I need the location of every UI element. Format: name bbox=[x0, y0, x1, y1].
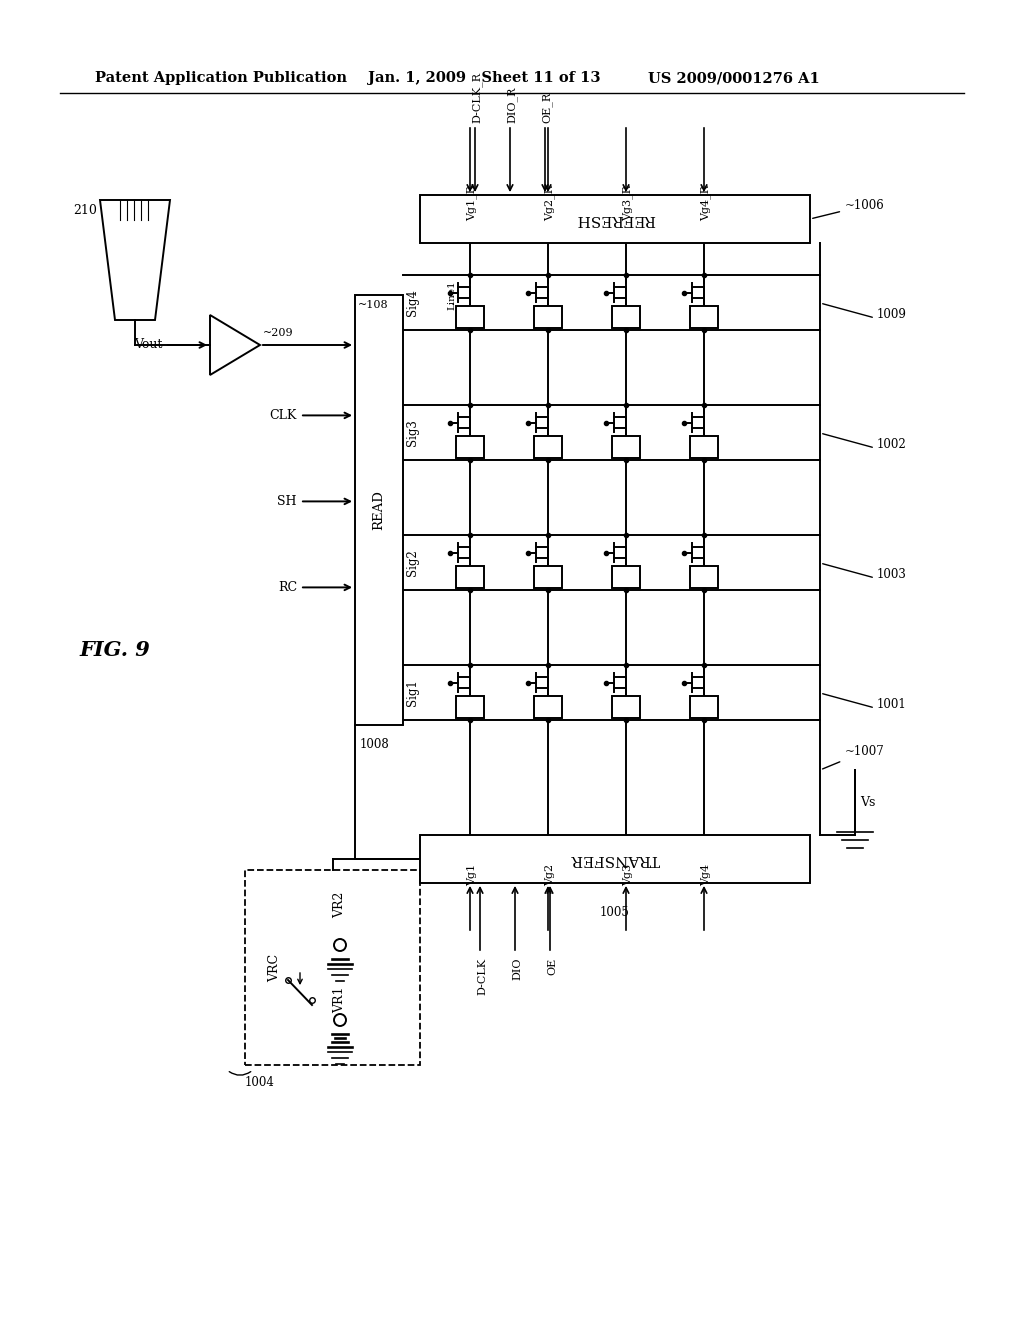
Bar bbox=[690, 566, 718, 589]
Bar bbox=[534, 566, 562, 589]
Text: 1005: 1005 bbox=[600, 907, 630, 920]
Text: FIG. 9: FIG. 9 bbox=[80, 640, 151, 660]
Bar bbox=[456, 696, 484, 718]
Text: Patent Application Publication: Patent Application Publication bbox=[95, 71, 347, 84]
Text: 1003: 1003 bbox=[877, 569, 907, 582]
Text: OE: OE bbox=[547, 958, 557, 975]
Bar bbox=[456, 306, 484, 329]
Text: D-CLK: D-CLK bbox=[477, 958, 487, 995]
Text: ~108: ~108 bbox=[358, 300, 389, 310]
Text: Vg2_R: Vg2_R bbox=[545, 185, 555, 220]
Text: 1004: 1004 bbox=[245, 1077, 274, 1089]
Text: Jan. 1, 2009   Sheet 11 of 13: Jan. 1, 2009 Sheet 11 of 13 bbox=[368, 71, 600, 84]
Text: DIO_R: DIO_R bbox=[507, 87, 517, 123]
Bar bbox=[612, 566, 640, 589]
Bar bbox=[612, 436, 640, 458]
Bar bbox=[690, 306, 718, 329]
Text: TRANSFER: TRANSFER bbox=[570, 851, 659, 866]
Bar bbox=[355, 294, 403, 725]
Text: ~209: ~209 bbox=[263, 327, 294, 338]
Text: RC: RC bbox=[278, 581, 297, 594]
Bar bbox=[245, 870, 420, 1065]
Text: Vout: Vout bbox=[134, 338, 163, 351]
Text: Vg4: Vg4 bbox=[701, 863, 711, 886]
Text: Sig2: Sig2 bbox=[406, 549, 419, 576]
Text: Vg2: Vg2 bbox=[545, 863, 555, 886]
Text: Vg1_R: Vg1_R bbox=[467, 185, 477, 220]
Text: 1009: 1009 bbox=[877, 309, 907, 322]
Bar bbox=[534, 436, 562, 458]
Bar bbox=[456, 436, 484, 458]
Text: D-CLK_R: D-CLK_R bbox=[472, 73, 482, 123]
Bar bbox=[690, 696, 718, 718]
Text: ~1006: ~1006 bbox=[813, 199, 885, 218]
Text: Vg1: Vg1 bbox=[467, 863, 477, 886]
Text: CLK: CLK bbox=[269, 409, 297, 422]
Text: OE_R: OE_R bbox=[542, 92, 552, 123]
Text: READ: READ bbox=[373, 490, 385, 529]
Text: Sig4: Sig4 bbox=[406, 289, 419, 315]
Text: VRC: VRC bbox=[268, 953, 282, 982]
Text: ~1007: ~1007 bbox=[822, 744, 885, 770]
Text: 210: 210 bbox=[73, 203, 97, 216]
Text: Vg4_R: Vg4_R bbox=[700, 185, 712, 220]
Bar bbox=[534, 306, 562, 329]
Text: REFRESH: REFRESH bbox=[575, 213, 654, 226]
Bar bbox=[456, 566, 484, 589]
Text: Vg3_R: Vg3_R bbox=[623, 185, 634, 220]
Bar bbox=[534, 696, 562, 718]
Text: Sig1: Sig1 bbox=[406, 678, 419, 706]
Text: Vs: Vs bbox=[860, 796, 876, 808]
Text: 1002: 1002 bbox=[877, 438, 906, 451]
Text: SH: SH bbox=[278, 495, 297, 508]
Text: VR2: VR2 bbox=[334, 892, 346, 919]
Bar bbox=[612, 306, 640, 329]
Text: VR1: VR1 bbox=[334, 987, 346, 1014]
Text: 1008: 1008 bbox=[360, 738, 390, 751]
Text: US 2009/0001276 A1: US 2009/0001276 A1 bbox=[648, 71, 820, 84]
Bar bbox=[420, 836, 810, 883]
Text: 1001: 1001 bbox=[877, 698, 906, 711]
Bar bbox=[420, 195, 810, 243]
Text: Line1: Line1 bbox=[447, 280, 457, 310]
Text: DIO: DIO bbox=[512, 958, 522, 981]
Bar bbox=[612, 696, 640, 718]
Bar bbox=[690, 436, 718, 458]
Text: Sig3: Sig3 bbox=[406, 418, 419, 446]
Text: Vg3: Vg3 bbox=[623, 863, 633, 886]
